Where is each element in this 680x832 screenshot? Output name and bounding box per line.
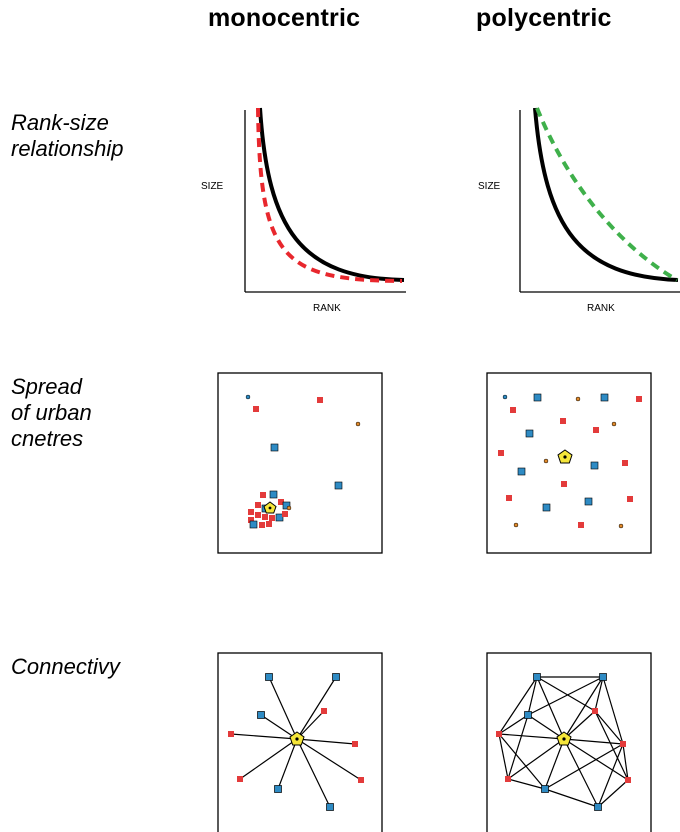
red-square-node bbox=[578, 522, 584, 528]
red-square-node bbox=[593, 427, 599, 433]
blue-square-node bbox=[269, 490, 278, 499]
red-square-node bbox=[237, 776, 243, 782]
red-square-node bbox=[255, 502, 261, 508]
center-dot bbox=[563, 455, 567, 459]
red-square-node bbox=[625, 777, 631, 783]
blue-square-node bbox=[265, 673, 273, 681]
rank-size-chart-monocentric: SIZE RANK bbox=[201, 107, 406, 314]
red-square-node bbox=[282, 511, 288, 517]
red-square-node bbox=[321, 708, 327, 714]
blue-square-node bbox=[542, 503, 551, 512]
blue-square-node bbox=[249, 520, 258, 529]
red-square-node bbox=[358, 777, 364, 783]
red-square-node bbox=[561, 481, 567, 487]
spread-map-monocentric bbox=[217, 372, 383, 554]
rank-axis-label: RANK bbox=[313, 303, 341, 314]
red-square-node bbox=[248, 509, 254, 515]
blue-square-node bbox=[533, 673, 541, 681]
red-square-node bbox=[266, 521, 272, 527]
blue-square-node bbox=[599, 673, 607, 681]
orange-dot-node bbox=[575, 396, 581, 402]
size-axis-label: SIZE bbox=[478, 181, 501, 192]
red-square-node bbox=[269, 515, 275, 521]
connectivity-network-polycentric bbox=[486, 652, 652, 832]
red-square-node bbox=[560, 418, 566, 424]
red-square-node bbox=[228, 731, 234, 737]
orange-dot-node bbox=[543, 458, 549, 464]
size-axis-label: SIZE bbox=[201, 181, 224, 192]
red-square-node bbox=[496, 731, 502, 737]
blue-square-node bbox=[334, 481, 343, 490]
header-monocentric: monocentric bbox=[208, 4, 361, 32]
blue-square-node bbox=[326, 803, 334, 811]
red-square-node bbox=[317, 397, 323, 403]
blue-square-node bbox=[541, 785, 549, 793]
solid-rank-size-curve bbox=[258, 107, 405, 282]
center-dot bbox=[268, 506, 272, 510]
red-square-node bbox=[505, 776, 511, 782]
red-square-node bbox=[622, 460, 628, 466]
connectivity-network-monocentric bbox=[217, 652, 383, 832]
spread-map-polycentric bbox=[486, 372, 652, 554]
red-square-node bbox=[253, 406, 259, 412]
blue-dot-node bbox=[502, 394, 508, 400]
red-square-node bbox=[260, 492, 266, 498]
orange-dot-node bbox=[618, 523, 624, 529]
row-label-spread: Spread of urban cnetres bbox=[11, 374, 92, 451]
red-square-node bbox=[278, 499, 284, 505]
blue-square-node bbox=[600, 393, 609, 402]
red-square-node bbox=[262, 514, 268, 520]
dashed-rank-size-curve bbox=[535, 107, 679, 282]
orange-dot-node bbox=[611, 421, 617, 427]
red-square-node bbox=[627, 496, 633, 502]
blue-square-node bbox=[257, 711, 265, 719]
blue-square-node bbox=[282, 501, 291, 510]
red-square-node bbox=[352, 741, 358, 747]
row-label-connectivity: Connectivy bbox=[11, 654, 120, 679]
map-frame bbox=[217, 372, 383, 554]
orange-dot-node bbox=[286, 505, 292, 511]
rank-size-chart-polycentric: SIZE RANK bbox=[478, 107, 680, 314]
orange-dot-node bbox=[355, 421, 361, 427]
red-square-node bbox=[255, 512, 261, 518]
dashed-rank-size-curve bbox=[256, 107, 403, 283]
center-dot bbox=[562, 737, 566, 741]
blue-square-node bbox=[517, 467, 526, 476]
blue-square-node bbox=[594, 803, 602, 811]
blue-square-node bbox=[274, 785, 282, 793]
center-dot bbox=[295, 737, 299, 741]
network-edges bbox=[230, 676, 362, 808]
red-square-node bbox=[510, 407, 516, 413]
orange-dot-node bbox=[513, 522, 519, 528]
row-label-rank-size: Rank-size relationship bbox=[11, 110, 124, 161]
header-polycentric: polycentric bbox=[476, 4, 612, 32]
blue-dot-node bbox=[245, 394, 251, 400]
red-square-node bbox=[259, 522, 265, 528]
blue-square-node bbox=[590, 461, 599, 470]
blue-square-node bbox=[525, 429, 534, 438]
red-square-node bbox=[636, 396, 642, 402]
network-edges bbox=[498, 676, 629, 808]
red-square-node bbox=[592, 708, 598, 714]
blue-square-node bbox=[270, 443, 279, 452]
red-square-node bbox=[620, 741, 626, 747]
red-square-node bbox=[506, 495, 512, 501]
blue-square-node bbox=[524, 711, 532, 719]
blue-square-node bbox=[533, 393, 542, 402]
red-square-node bbox=[498, 450, 504, 456]
blue-square-node bbox=[275, 513, 284, 522]
blue-square-node bbox=[332, 673, 340, 681]
rank-axis-label: RANK bbox=[587, 303, 615, 314]
red-square-node bbox=[248, 517, 254, 523]
blue-square-node bbox=[584, 497, 593, 506]
solid-rank-size-curve bbox=[533, 107, 679, 282]
